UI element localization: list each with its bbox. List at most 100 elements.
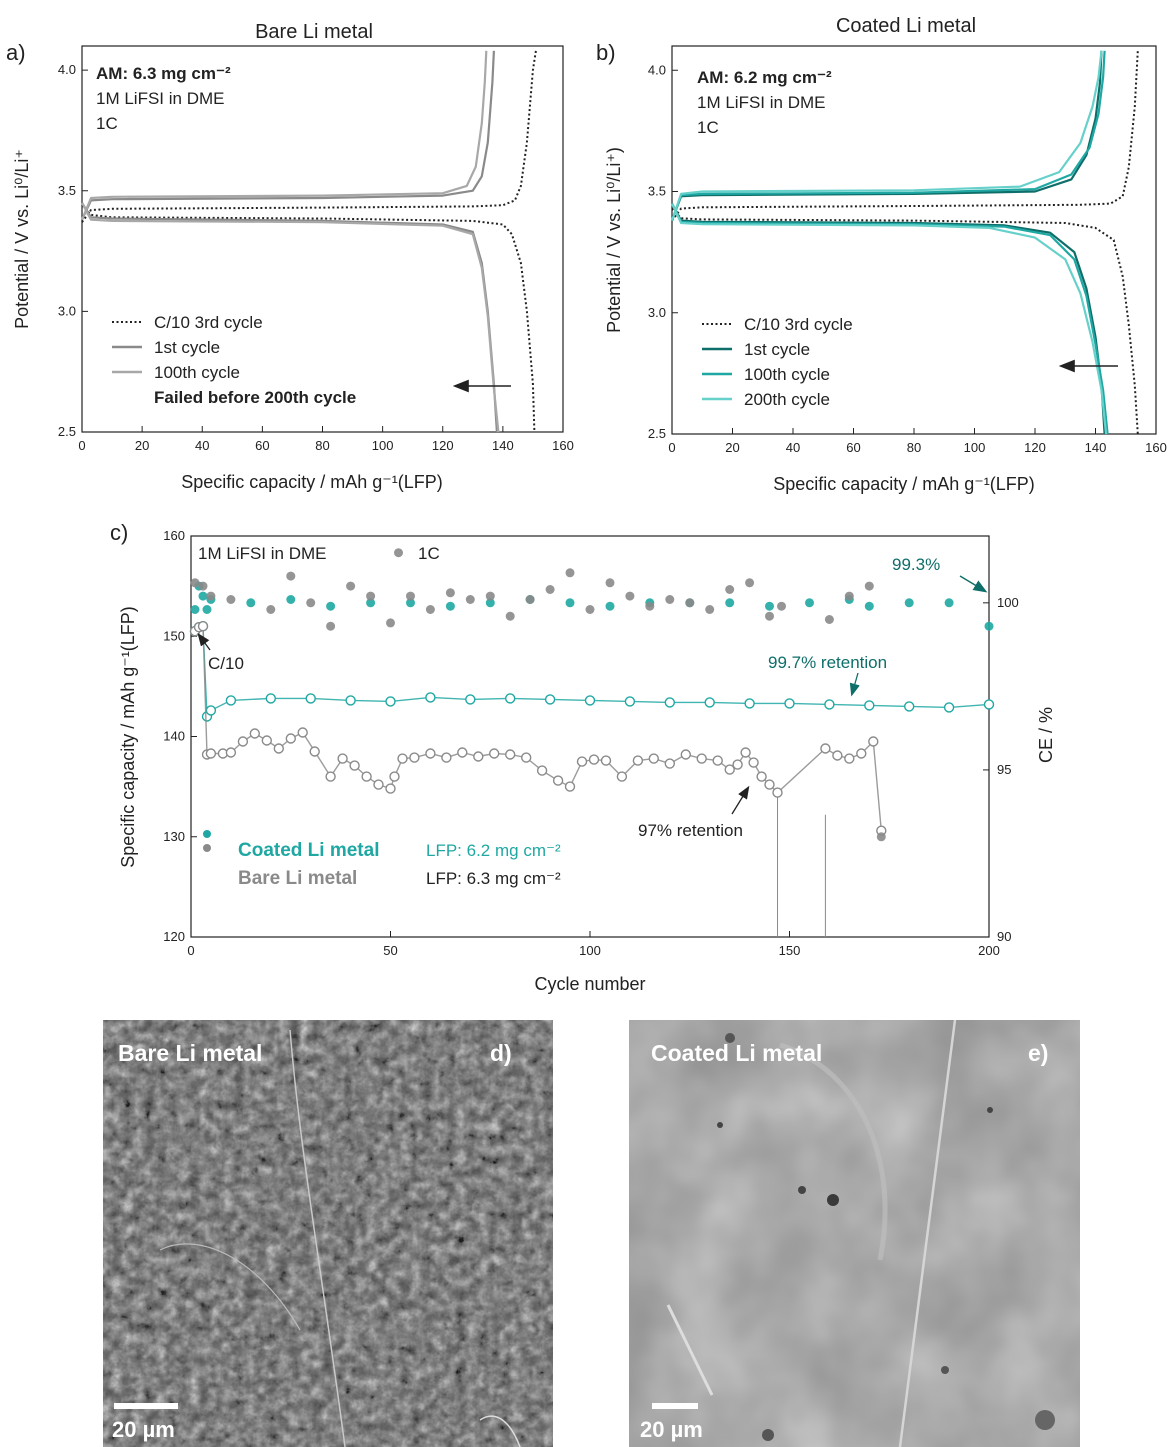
bare-li-metal-point [273,743,284,754]
panel-e-scale-label: 20 µm [640,1417,703,1442]
bare-li-metal-point [536,765,548,776]
bare-li-metal-point [337,753,348,764]
panel-b: b) Coated Li metal 0 20 40 60 80 100 120 140 160… [596,15,1167,494]
coated-li-metal-point [664,697,675,708]
bare-li-metal-ce-point [326,621,336,631]
x-tick-label: 120 [1024,440,1046,455]
y-tick-label: 3.5 [648,184,666,199]
bare-li-metal-point [616,771,628,782]
panel-b-xlabel: Specific capacity / mAh g⁻¹(LFP) [773,474,1035,494]
panel-b-ylabel: Potential / V vs. Li⁰/Li⁺) [604,147,624,333]
coated-li-metal-ce-point [984,621,994,631]
coated-li-metal-ce-point [366,598,376,608]
panel-a-xlabel: Specific capacity / mAh g⁻¹(LFP) [181,472,443,492]
coated-li-metal-point [305,693,316,704]
coated-li-metal-point [345,695,356,706]
bare-li-metal-point [648,753,659,764]
panel-c-coated-retention-arrow [849,672,860,697]
panel-b-letter: b) [596,40,616,65]
panel-b-curves [670,50,1139,435]
bare-li-metal-ce-point [525,595,535,604]
bare-li-metal-point [409,752,420,763]
curve-1st-cycle-charge [81,50,495,221]
bare-li-metal-point [764,779,775,790]
bare-li-metal-point [349,760,360,771]
coated-li-metal-point [225,695,237,706]
x-tick-label: 40 [786,440,800,455]
panel-c-marks [189,548,995,937]
bare-li-metal-point [205,748,217,759]
x-tick-label: 80 [315,438,329,453]
bare-li-metal-ce-point [346,581,356,591]
bare-li-metal-ce-point [765,611,774,621]
coated-li-metal-ce-point [565,598,575,608]
coated-li-metal-ce-point [445,601,455,611]
y-right-tick-label: 90 [997,929,1011,944]
bare-li-metal-ce-point [226,595,236,604]
bare-li-metal-ce-point [705,605,715,614]
coated-li-metal-point [385,696,396,707]
panel-c-ylabel-right: CE / % [1036,707,1056,763]
bare-li-metal-ce-point [685,598,695,608]
panel-c-coated-retention: 99.7% retention [768,653,887,672]
curve-c-10-3rd-cycle-charge [81,50,537,223]
bare-li-metal-point [756,771,767,782]
bare-li-metal-ce-point [505,611,515,621]
panel-c-legend: Coated Li metal LFP: 6.2 mg cm⁻² Bare Li… [203,830,561,889]
bare-li-metal-ce-point [266,605,276,614]
x-tick-label: 60 [255,438,269,453]
x-tick-label: 0 [78,438,85,453]
bare-li-metal-ce-point [605,578,615,588]
coated-li-metal-ce-point [944,598,954,608]
coated-li-metal-ce-point [246,598,256,608]
legend-200th: 200th cycle [744,390,830,409]
legend-1st: 1st cycle [154,338,220,357]
bare-li-metal-point [197,621,209,632]
sem-coated-features [666,1020,1055,1447]
panel-a-mass-loading: AM: 6.3 mg cm⁻² [96,64,231,83]
coated-li-metal-ce-point [864,601,874,611]
y-tick-label: 130 [163,829,185,844]
bare-li-metal-point [505,749,516,760]
y-tick-label: 3.5 [58,183,76,198]
legend-c10: C/10 3rd cycle [154,313,263,332]
bare-li-metal-ce-point [386,618,395,628]
bare-li-metal-point [489,748,500,759]
panel-c-bare-retention: 97% retention [638,821,743,840]
bare-li-metal-point [696,753,707,764]
y-tick-label: 3.0 [58,303,76,318]
curve-1st-cycle-charge [670,50,1103,221]
coated-li-metal-point [784,698,795,709]
coated-li-metal-point [904,701,915,712]
coated-li-metal-point [584,695,596,706]
curve-1st-cycle-discharge [671,203,1106,435]
bare-li-metal-ce-point [844,591,854,601]
bare-li-metal-point [748,757,759,768]
curve-100th-cycle-discharge [671,203,1109,435]
bare-li-metal-ce-point [585,605,595,614]
panel-c: c) 0 50 100 150 200 120 130 140 150 160 90 95 100 Sp… [110,520,1056,994]
sem-bare-texture [103,1020,553,1447]
panel-b-mass-loading: AM: 6.2 mg cm⁻² [697,68,832,87]
bare-li-metal-point [457,747,468,758]
coated-li-metal-point [544,694,556,705]
bare-li-metal-point [564,781,576,792]
bare-li-metal-ce-point [565,568,575,578]
curve-c-10-3rd-cycle-charge [671,50,1139,222]
y-tick-label: 4.0 [648,62,666,77]
y-tick-label: 120 [163,929,185,944]
bare-li-metal-point [473,751,484,762]
coated-li-metal-point [465,694,476,705]
coated-li-metal-ce-point [406,598,415,608]
panel-c-ce-value: 99.3% [892,555,940,574]
panel-d-scalebar [114,1403,178,1409]
panel-b-legend: C/10 3rd cycle 1st cycle 100th cycle 200… [702,315,853,409]
panel-b-electrolyte: 1M LiFSI in DME [697,93,825,112]
legend-swatch-coated-ce [203,830,211,838]
bare-li-metal-point [261,735,272,746]
x-tick-label: 140 [1085,440,1107,455]
curve-c-10-3rd-cycle-discharge [81,204,536,433]
panel-b-title: Coated Li metal [836,15,976,37]
legend-c10: C/10 3rd cycle [744,315,853,334]
